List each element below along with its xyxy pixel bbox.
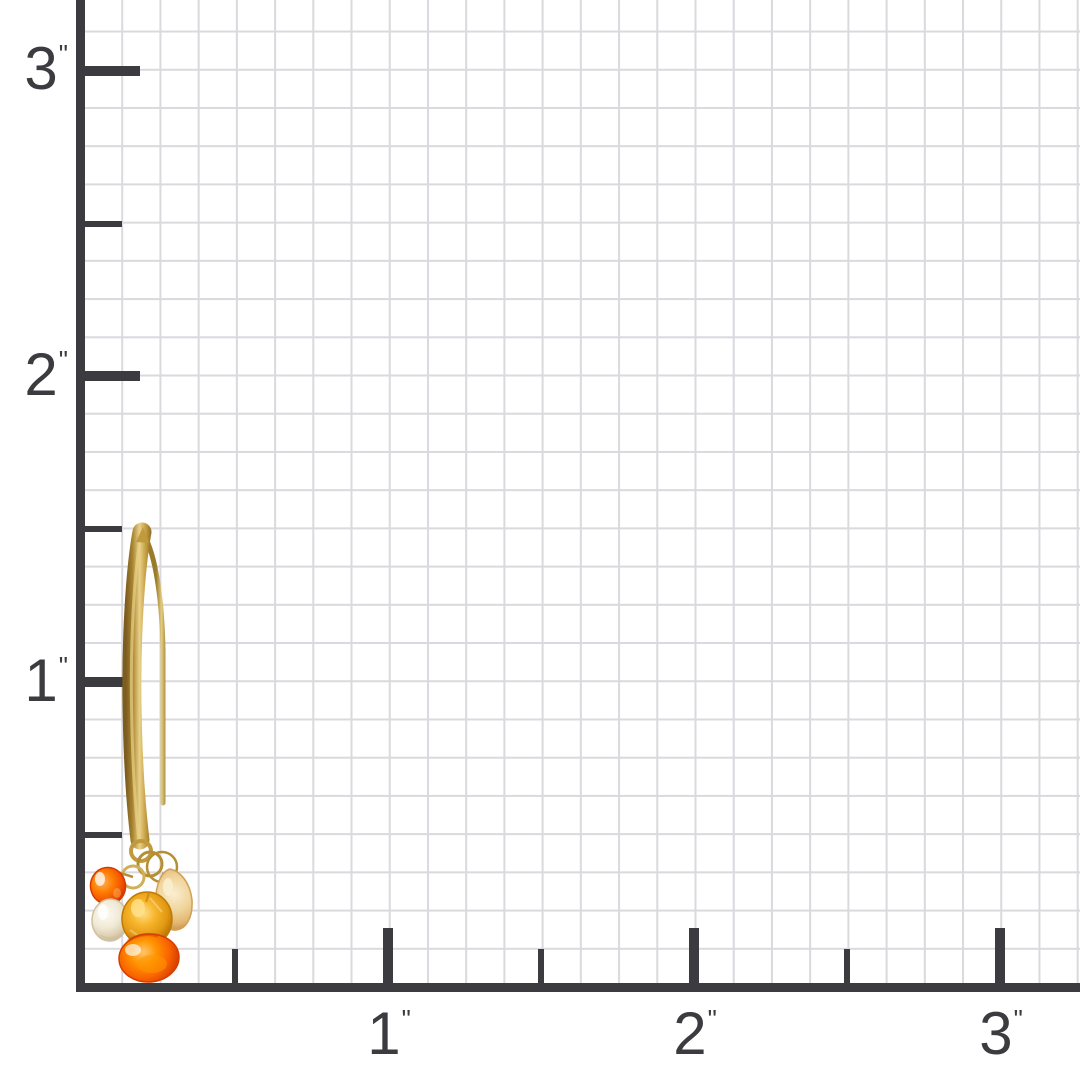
x-tick-2half-in: [844, 949, 850, 983]
inch-mark: ": [58, 651, 68, 681]
x-axis-ruler: [76, 983, 1080, 992]
ear-wire-bar: [122, 522, 152, 850]
bead-orange-bottom: [118, 933, 180, 983]
y-label-2in: 2": [24, 341, 68, 408]
ear-wire-thin: [141, 532, 166, 806]
x-tick-1half-in: [538, 949, 544, 983]
bead-amber: [121, 891, 173, 947]
y-tick-half-in: [85, 832, 122, 838]
x-label-3in: 3": [979, 1000, 1023, 1067]
y-tick-1in: [85, 677, 140, 687]
y-label-1in: 1": [24, 647, 68, 714]
x-tick-2in: [689, 928, 699, 983]
measurement-grid: [83, 0, 1080, 988]
inch-mark: ": [58, 39, 68, 69]
y-label-3in: 3": [24, 35, 68, 102]
x-tick-1in: [383, 928, 393, 983]
x-label-2in: 2": [673, 1000, 717, 1067]
inch-mark: ": [707, 1004, 717, 1034]
product-photo-earring: [89, 522, 193, 983]
y-tick-3in: [85, 66, 140, 76]
y-axis-ruler: [76, 0, 85, 992]
inch-mark: ": [1013, 1004, 1023, 1034]
inch-mark: ": [58, 345, 68, 375]
inch-mark: ": [401, 1004, 411, 1034]
x-tick-3in: [995, 928, 1005, 983]
y-tick-2in: [85, 371, 140, 381]
y-tick-1half-in: [85, 526, 122, 532]
bead-clear: [91, 898, 129, 942]
x-label-1in: 1": [367, 1000, 411, 1067]
bead-orange-top: [89, 866, 127, 906]
x-tick-half-in: [232, 949, 238, 983]
y-tick-2half-in: [85, 221, 122, 227]
